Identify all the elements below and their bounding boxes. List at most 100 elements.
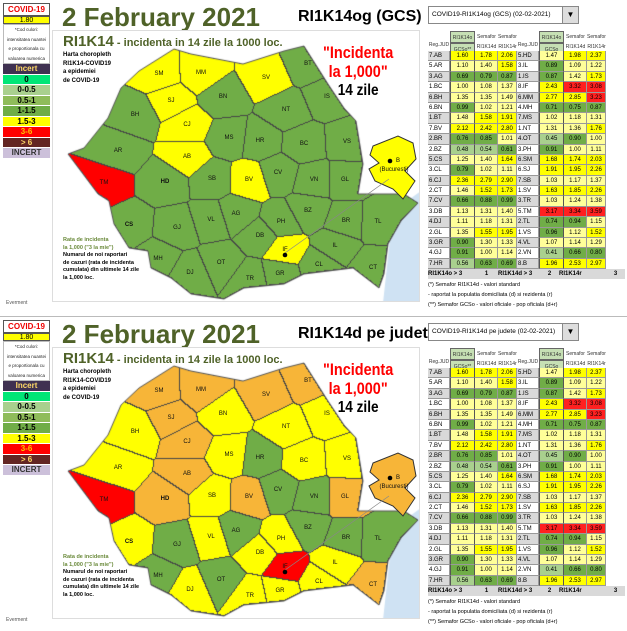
- table-footer: RI1K14o > 3 1 RI1K14d > 3 2 RI1K14r 3: [428, 586, 625, 597]
- value-cell: 0.90: [564, 134, 587, 145]
- bucharest-name-label: (Bucuresti): [379, 484, 409, 490]
- table-row: 7.HR 0.56 0.63 0.69 8.B 1.96 2.53 2.97: [428, 258, 625, 270]
- county-label-MM: MM: [196, 70, 206, 76]
- value-cell: 3.17: [539, 523, 564, 535]
- value-cell: 1.03: [539, 492, 564, 504]
- value-cell: 1.35: [450, 544, 475, 556]
- county-label-BZ: BZ: [304, 525, 312, 531]
- value-cell: 1.00: [475, 248, 498, 259]
- incidenta-line: "Incidenta: [323, 360, 394, 379]
- county-code-cell: 1.SV: [517, 503, 539, 514]
- legend-item: 3-6: [3, 444, 50, 455]
- county-label-VN: VN: [309, 177, 319, 183]
- incidenta-line: la 1,000": [328, 62, 388, 81]
- legend-brand: COVID-19: [3, 3, 50, 16]
- header-text: RI1K14d: [565, 361, 586, 367]
- county-label-HR: HR: [255, 138, 265, 144]
- header-text: Semafor: [498, 34, 517, 40]
- table-row: 5.AR 1.10 1.40 1.58 3.IL 0.89 1.09 1.22: [428, 61, 625, 72]
- value-cell: 0.79: [450, 482, 475, 493]
- bucharest-inset-dot: [387, 475, 393, 481]
- county-code-cell: 1.NT: [517, 440, 539, 452]
- value-cell: 1.00: [450, 82, 475, 93]
- footer-cell: RI1K14r: [559, 588, 582, 595]
- value-cell: 2.85: [564, 409, 587, 420]
- county-code-cell: 4.OT: [517, 451, 539, 462]
- map-heading-text: - incidenta in 14 zile la 1000 loc.: [113, 354, 283, 366]
- value-cell: 0.66: [564, 248, 587, 259]
- table-row: 6.CJ 2.36 2.79 2.90 7.SB 1.03 1.17 1.37: [428, 492, 625, 504]
- county-label-AR: AR: [113, 148, 123, 154]
- county-label-SV: SV: [261, 392, 271, 398]
- county-label-BR: BR: [341, 535, 351, 541]
- value-cell: 2.26: [587, 186, 606, 197]
- table-row: 6.BH 1.35 1.35 1.49 6.MM 2.77 2.85 3.23: [428, 92, 625, 103]
- header-text: Reg.JUD: [428, 359, 450, 365]
- value-cell: 0.41: [539, 248, 564, 259]
- value-cell: 1.00: [475, 565, 498, 576]
- county-label-PH: PH: [276, 536, 286, 542]
- value-cell: 3.23: [587, 409, 606, 420]
- legend-item: 1-1.5: [3, 106, 50, 117]
- header-text: RI1K14o: [450, 348, 475, 360]
- county-label-VL: VL: [207, 217, 215, 223]
- table-row: 2.BZ 0.48 0.54 0.61 3.PH 0.91 1.00 1.11: [428, 144, 625, 155]
- chevron-down-icon[interactable]: ▼: [562, 7, 578, 23]
- county-code-cell: 6.BH: [428, 92, 450, 103]
- table-row: 6.BN 0.99 1.02 1.21 4.MH 0.71 0.75 0.87: [428, 102, 625, 114]
- value-cell: 1.95: [498, 227, 517, 239]
- county-code-cell: 7.BV: [428, 123, 450, 135]
- county-label-SJ: SJ: [167, 415, 175, 421]
- page-title: 2 February 2021: [62, 319, 261, 349]
- value-cell: 2.12: [450, 123, 475, 135]
- county-label-CT: CT: [369, 582, 377, 588]
- value-cell: 1.73: [587, 71, 606, 83]
- value-cell: 1.36: [564, 123, 587, 135]
- value-cell: 0.87: [539, 71, 564, 83]
- county-label-GR: GR: [275, 588, 285, 594]
- value-cell: 1.31: [498, 217, 517, 228]
- value-cell: 1.95: [498, 544, 517, 556]
- county-code-cell: 6.CJ: [428, 175, 450, 187]
- table-select-dropdown[interactable]: COVID19-RI1K14og (GCS) (02-02-2021) ▼: [428, 6, 579, 24]
- value-cell: 2.77: [539, 92, 564, 103]
- value-cell: 0.85: [475, 134, 498, 145]
- chevron-down-icon[interactable]: ▼: [562, 324, 578, 340]
- value-cell: 1.68: [539, 471, 564, 483]
- footer-cell: 2: [547, 271, 552, 278]
- value-cell: 1.31: [587, 113, 606, 124]
- legend-value: 1.80: [3, 16, 50, 24]
- bucharest-name-label: (Bucuresti): [379, 167, 409, 173]
- county-label-BV: BV: [244, 177, 254, 183]
- legend-brand: COVID-19: [3, 320, 50, 333]
- county-label-TM: TM: [99, 180, 109, 186]
- county-code-cell: 6.MM: [517, 409, 539, 420]
- county-label-OT: OT: [216, 577, 226, 583]
- footer-cell: 1: [484, 271, 489, 278]
- value-cell: 1.91: [539, 165, 564, 176]
- value-cell: 1.37: [587, 492, 606, 504]
- county-code-cell: 6.MM: [517, 92, 539, 103]
- value-cell: 1.07: [539, 555, 564, 566]
- county-code-cell: 3.TR: [517, 196, 539, 207]
- county-code-cell: 6.SM: [517, 471, 539, 483]
- county-label-TL: TL: [374, 219, 382, 225]
- county-code-cell: 1.BC: [428, 82, 450, 93]
- county-label-AR: AR: [113, 465, 123, 471]
- incidenta-callout: "Incidenta la 1,000" 14 zile: [323, 360, 393, 417]
- table-row: 3.GR 0.90 1.30 1.33 4.VL 1.07 1.14 1.29: [428, 555, 625, 566]
- footer-cell: RI1K14o > 3: [428, 271, 463, 278]
- footer-cell: 2: [547, 588, 552, 595]
- value-cell: 0.80: [587, 248, 606, 259]
- value-cell: 1.49: [498, 409, 517, 420]
- county-code-cell: 7.SB: [517, 175, 539, 187]
- table-select-dropdown[interactable]: COVID19-RI1K14d pe judete (02-02-2021) ▼: [428, 323, 579, 341]
- county-code-cell: 7.CV: [428, 196, 450, 207]
- column-header: RI1K14o GCSo: [539, 346, 564, 372]
- value-cell: 1.01: [498, 451, 517, 462]
- county-label-GL: GL: [340, 177, 350, 183]
- value-cell: 1.07: [539, 238, 564, 249]
- county-code-cell: 7.AB: [428, 51, 450, 62]
- value-cell: 1.31: [475, 206, 498, 218]
- value-cell: 1.60: [450, 368, 475, 379]
